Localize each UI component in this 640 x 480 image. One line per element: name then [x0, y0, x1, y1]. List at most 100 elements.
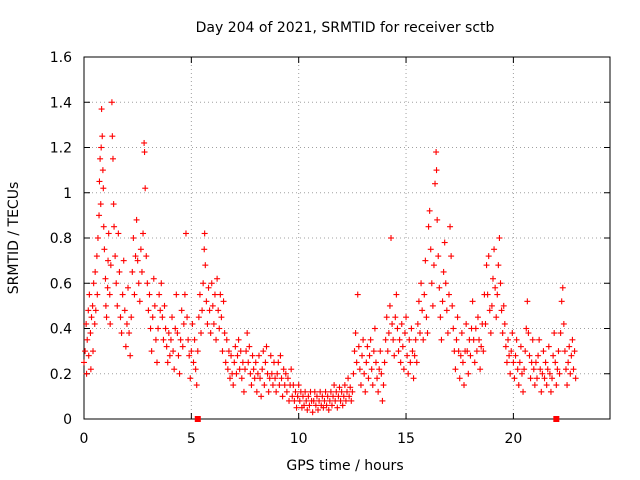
data-point: [155, 325, 162, 332]
data-point: [386, 302, 393, 309]
data-point: [349, 388, 356, 395]
data-point: [312, 402, 319, 409]
data-point: [281, 382, 288, 389]
data-point: [553, 382, 560, 389]
y-axis-label: SRMTID / TECUs: [6, 182, 22, 295]
data-point: [536, 336, 543, 343]
data-point: [520, 388, 527, 395]
grid-lines: [84, 57, 610, 419]
data-point: [204, 320, 211, 327]
data-point: [266, 375, 273, 382]
data-point: [158, 280, 165, 287]
data-point: [390, 336, 397, 343]
data-point: [556, 370, 563, 377]
data-point: [160, 336, 167, 343]
data-point: [397, 359, 404, 366]
data-point: [143, 253, 150, 260]
data-point: [443, 307, 450, 314]
data-point: [90, 280, 97, 287]
data-point: [436, 284, 443, 291]
y-tick-label: 0.2: [50, 367, 72, 383]
data-point: [218, 314, 225, 321]
data-point: [309, 409, 316, 416]
data-point: [290, 382, 297, 389]
data-point: [201, 230, 208, 237]
data-point: [408, 325, 415, 332]
data-point: [377, 348, 384, 355]
data-point: [493, 314, 500, 321]
data-point: [142, 185, 149, 192]
data-point: [306, 402, 313, 409]
data-point: [429, 302, 436, 309]
data-point: [557, 330, 564, 337]
data-point: [169, 314, 176, 321]
x-tick-labels: 0 5 10 15 20: [80, 431, 523, 447]
data-point: [104, 284, 111, 291]
data-point: [567, 370, 574, 377]
data-point: [461, 382, 468, 389]
data-point: [97, 201, 104, 208]
data-point: [560, 320, 567, 327]
y-tick-labels: 0 0.2 0.4 0.6 0.8 1 1.2 1.4 1.6: [50, 50, 72, 428]
data-point: [232, 343, 239, 350]
data-point: [362, 388, 369, 395]
data-point: [109, 133, 116, 140]
data-point: [273, 388, 280, 395]
data-point: [433, 167, 440, 174]
data-point: [434, 216, 441, 223]
data-point: [85, 307, 92, 314]
data-point: [301, 402, 308, 409]
data-point: [278, 375, 285, 382]
data-point: [220, 298, 227, 305]
data-point: [570, 366, 577, 373]
data-point: [473, 348, 480, 355]
data-point: [115, 230, 122, 237]
data-point: [442, 280, 449, 287]
data-point: [193, 382, 200, 389]
data-point: [275, 359, 282, 366]
data-point: [336, 384, 343, 391]
data-point: [367, 336, 374, 343]
data-point: [288, 366, 295, 373]
data-point: [262, 359, 269, 366]
data-point: [102, 302, 109, 309]
data-point: [272, 375, 279, 382]
data-point: [344, 388, 350, 395]
data-point: [263, 343, 270, 350]
data-point: [147, 325, 154, 332]
data-point: [385, 330, 392, 337]
data-point: [393, 291, 400, 298]
data-point: [98, 106, 105, 113]
data-point: [366, 352, 373, 359]
data-point: [376, 366, 383, 373]
data-point: [392, 314, 399, 321]
data-point: [361, 370, 368, 377]
data-point: [369, 382, 376, 389]
data-point: [226, 375, 233, 382]
data-point: [165, 330, 172, 337]
data-point: [422, 257, 429, 264]
data-point: [372, 359, 379, 366]
data-point: [430, 262, 437, 269]
data-point: [280, 366, 287, 373]
data-point: [88, 314, 95, 321]
data-point: [247, 370, 254, 377]
data-point: [542, 359, 549, 366]
data-point: [345, 375, 352, 382]
data-point: [86, 291, 93, 298]
data-point: [217, 291, 224, 298]
data-point: [107, 320, 114, 327]
data-point: [242, 366, 249, 373]
data-point: [133, 216, 140, 223]
data-point: [500, 302, 507, 309]
data-point: [238, 375, 245, 382]
data-point: [352, 330, 359, 337]
data-point: [123, 320, 130, 327]
data-point: [127, 352, 134, 359]
data-point: [134, 257, 141, 264]
data-point: [259, 366, 266, 373]
data-point: [96, 212, 103, 219]
data-point: [91, 320, 98, 327]
data-point: [255, 352, 262, 359]
data-point: [498, 307, 505, 314]
